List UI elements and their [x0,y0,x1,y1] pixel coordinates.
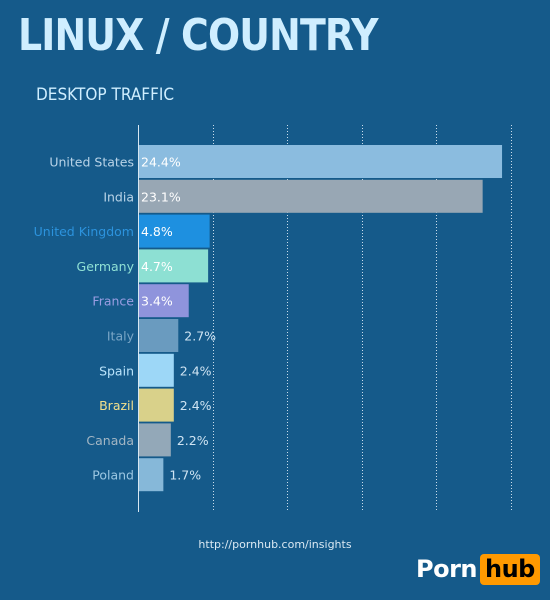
value-label: 4.7% [141,259,173,274]
bar-6 [138,353,174,387]
value-label: 24.4% [141,155,181,170]
chart-subtitle: DESKTOP TRAFFIC [36,85,175,105]
value-label: 3.4% [141,294,173,309]
bar-2 [138,214,210,248]
pornhub-logo: Porn hub [416,552,540,586]
category-label: United Kingdom [34,224,134,239]
bar-8 [138,423,171,457]
category-label: Germany [77,259,135,274]
chart-title: LINUX / COUNTRY [18,10,379,61]
value-label: 2.2% [177,433,209,448]
category-label: India [103,189,134,204]
category-label: Canada [86,433,134,448]
bar-3 [138,249,209,283]
value-label: 4.8% [141,224,173,239]
category-label: Spain [99,363,134,378]
category-label: Poland [92,468,134,483]
category-label: Italy [107,329,135,344]
bar-7 [138,388,174,422]
value-label: 2.4% [180,363,212,378]
category-label: Brazil [99,398,134,413]
value-label: 2.4% [180,398,212,413]
bar-4 [138,284,189,318]
bar-0 [138,145,503,178]
value-label: 1.7% [169,468,201,483]
category-label: United States [49,155,134,170]
logo-text-porn: Porn [416,555,478,583]
bar-9 [138,458,164,492]
bar-1 [138,179,483,213]
category-label: France [92,294,134,309]
source-url: http://pornhub.com/insights [198,538,352,551]
logo-text-hub: hub [480,553,540,585]
bar-5 [138,319,179,352]
value-label: 2.7% [184,329,216,344]
value-label: 23.1% [141,189,181,204]
